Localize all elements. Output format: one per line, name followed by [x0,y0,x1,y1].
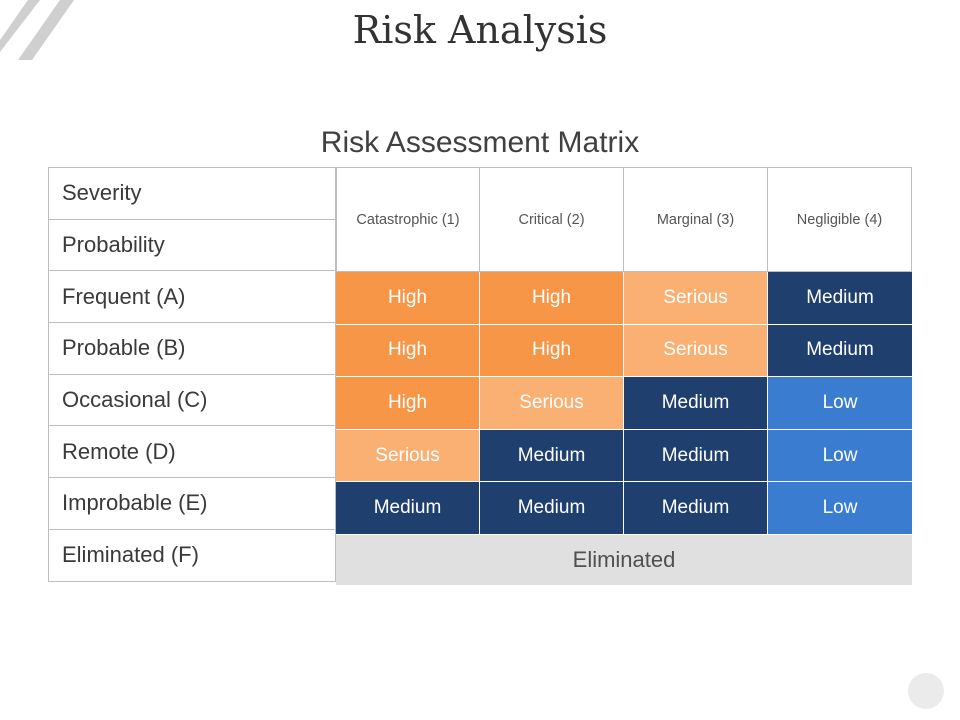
decorative-circle [908,673,944,709]
matrix-row-improbable: Medium Medium Medium Low [336,482,912,535]
decorative-stripes [0,0,74,60]
risk-cell: Medium [768,272,912,325]
severity-header-marginal: Marginal (3) [624,167,768,272]
probability-label: Probability [48,218,336,272]
risk-cell: High [480,324,624,378]
risk-cell: Medium [768,324,912,378]
matrix-row-remote: Serious Medium Medium Low [336,429,912,483]
risk-cell: Medium [336,482,480,535]
risk-cell: Medium [480,429,624,483]
eliminated-cell: Eliminated [336,534,912,585]
row-label-probable: Probable (B) [48,322,336,375]
risk-cell: Medium [480,482,624,535]
matrix-row-occasional: High Serious Medium Low [336,377,912,430]
row-label-eliminated: Eliminated (F) [48,528,336,582]
matrix-title: Risk Assessment Matrix [320,126,640,159]
severity-header-catastrophic: Catastrophic (1) [336,167,480,272]
row-label-frequent: Frequent (A) [48,270,336,324]
severity-header-critical: Critical (2) [480,167,624,272]
risk-cell: High [480,272,624,325]
risk-cell: Serious [480,377,624,430]
row-label-remote: Remote (D) [48,425,336,479]
severity-header-negligible: Negligible (4) [768,167,912,272]
risk-cell: Serious [624,324,768,378]
risk-cell: High [336,377,480,430]
risk-cell: Medium [624,429,768,483]
risk-matrix-grid: Catastrophic (1) Critical (2) Marginal (… [336,167,912,585]
risk-cell: Serious [336,429,480,483]
severity-label: Severity [48,167,336,220]
risk-cell: Low [768,482,912,535]
row-header-column: Severity Probability Frequent (A) Probab… [48,167,336,582]
risk-cell: Low [768,429,912,483]
row-label-improbable: Improbable (E) [48,477,336,530]
matrix-row-probable: High High Serious Medium [336,324,912,378]
risk-cell: Low [768,377,912,430]
row-label-occasional: Occasional (C) [48,373,336,427]
page-title: Risk Analysis [352,8,608,52]
severity-header-row: Catastrophic (1) Critical (2) Marginal (… [336,167,912,272]
risk-cell: High [336,324,480,378]
risk-cell: Medium [624,377,768,430]
risk-cell: High [336,272,480,325]
matrix-row-frequent: High High Serious Medium [336,272,912,325]
risk-cell: Serious [624,272,768,325]
risk-cell: Medium [624,482,768,535]
